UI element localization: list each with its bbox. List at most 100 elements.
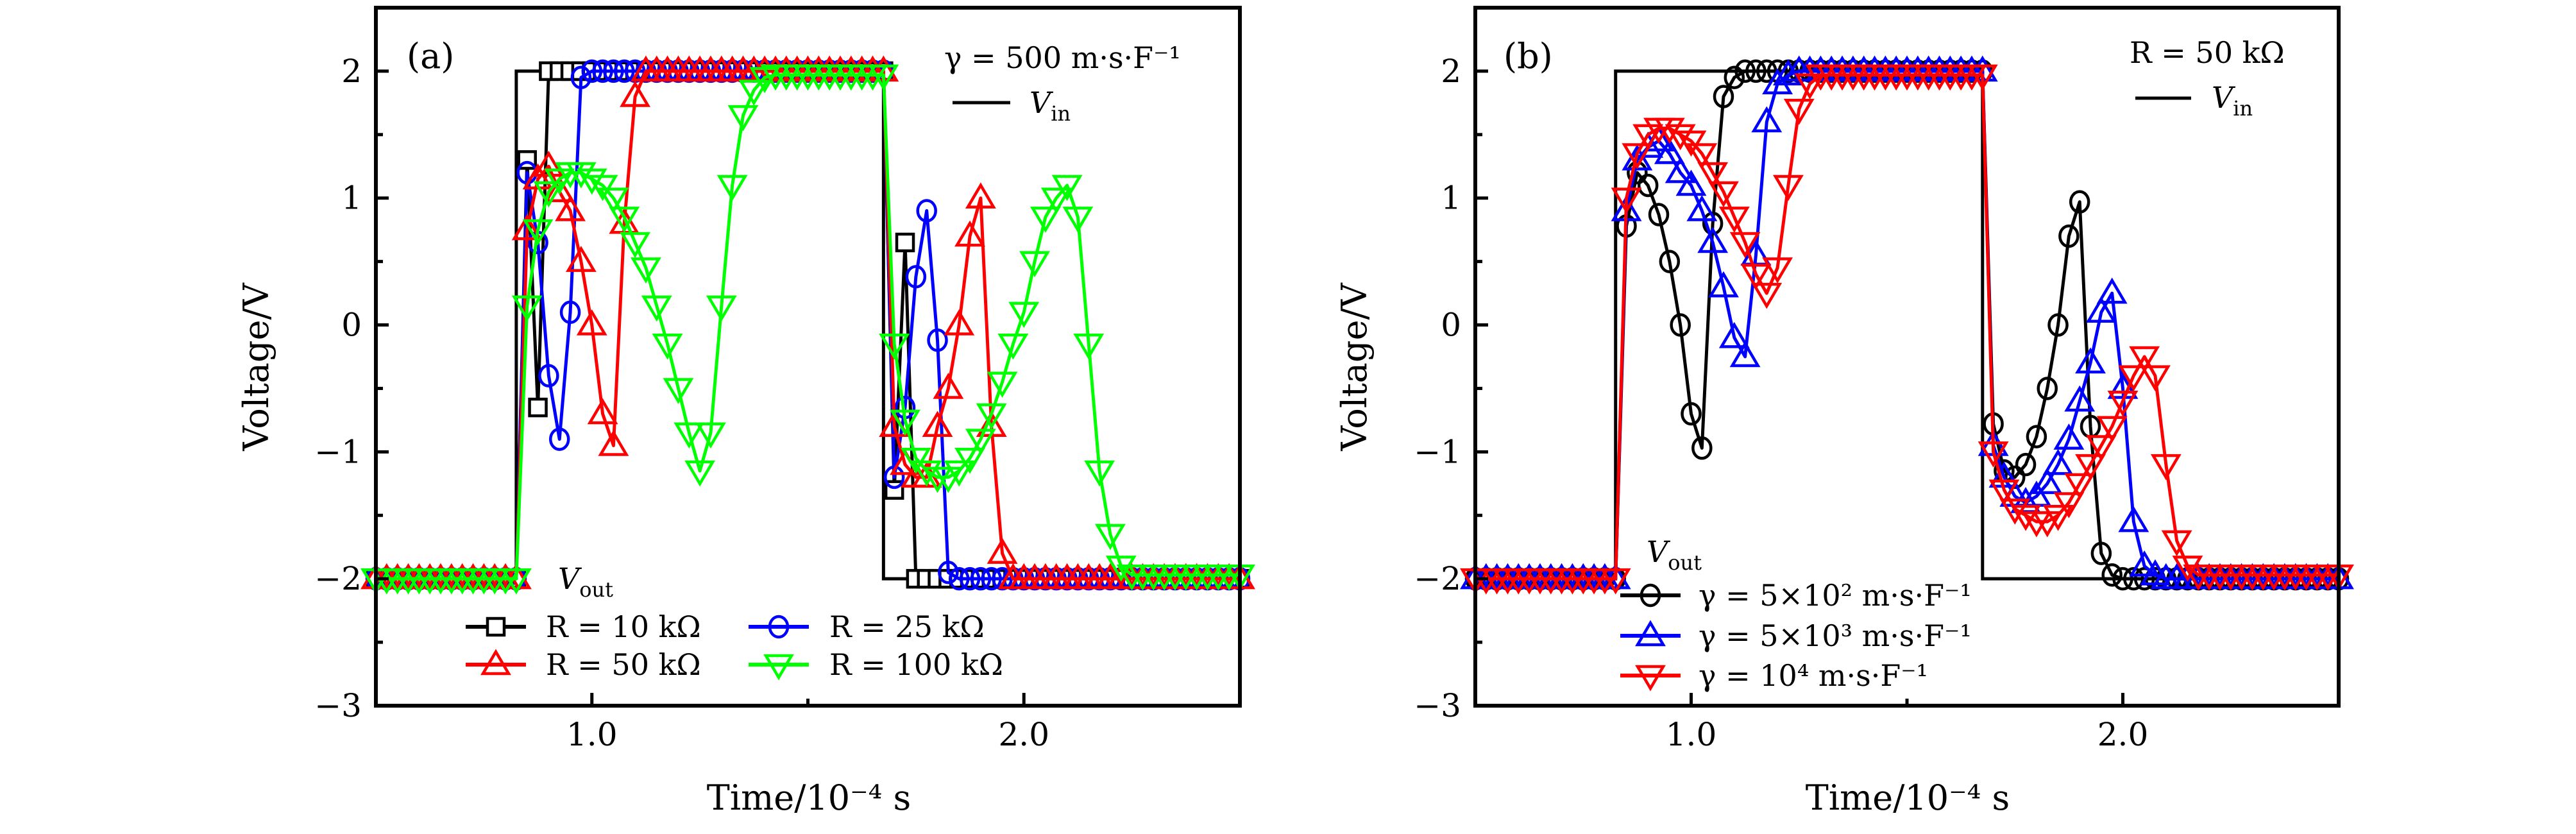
- data-point: [2053, 423, 2085, 450]
- series-line: [376, 69, 1240, 581]
- vin-line: [1475, 69, 2339, 581]
- data-point: [1654, 117, 1685, 144]
- plot-area: [1460, 55, 2354, 595]
- data-point: [2075, 347, 2106, 374]
- legend-label: R = 100 kΩ: [829, 647, 1003, 682]
- data-point: [948, 566, 970, 591]
- data-point: [614, 59, 635, 83]
- data-point: [2026, 425, 2047, 448]
- series-line: [1475, 73, 2339, 581]
- data-point: [1654, 138, 1685, 164]
- axes-frame: [374, 6, 1242, 708]
- data-point: [716, 174, 748, 201]
- data-point: [2031, 468, 2063, 495]
- legend-label: R = 50 kΩ: [546, 647, 701, 682]
- y-tick-label: −2: [1414, 560, 1461, 597]
- y-tick-label: 1: [1441, 180, 1461, 217]
- data-point: [1999, 498, 2031, 525]
- x-tick-label: 1.0: [566, 716, 618, 753]
- data-point: [511, 295, 543, 322]
- data-point: [2085, 435, 2117, 461]
- legend-marker-triangle-up: [1635, 620, 1666, 647]
- data-point: [1030, 207, 1061, 233]
- data-point: [1073, 333, 1105, 360]
- data-point: [620, 232, 651, 259]
- data-point: [559, 300, 581, 325]
- data-point: [738, 80, 770, 106]
- data-point: [2090, 541, 2112, 565]
- series-triangle-up-blue: [1460, 55, 2354, 590]
- data-point: [1681, 402, 1702, 426]
- data-point: [1611, 187, 1642, 214]
- panel-b: (b) R = 50 kΩ Vin Vout γ = 5×10² m·s·F⁻¹…: [1334, 6, 2354, 818]
- data-point: [1008, 302, 1040, 328]
- data-point: [1095, 523, 1126, 550]
- data-point: [1648, 203, 1670, 226]
- data-point: [1718, 207, 1750, 233]
- data-point: [2042, 448, 2074, 475]
- y-tick-label: 2: [341, 53, 362, 90]
- data-point: [1686, 143, 1718, 169]
- data-point: [2053, 492, 2085, 518]
- data-point: [684, 460, 716, 487]
- data-point: [1740, 264, 1772, 290]
- x-tick-label: 2.0: [2097, 716, 2149, 753]
- data-point: [2101, 563, 2123, 587]
- data-point: [2118, 365, 2149, 392]
- data-point: [1675, 130, 1707, 157]
- data-point: [1751, 282, 1783, 309]
- vout-label: Vout: [1647, 534, 1702, 575]
- data-point: [900, 448, 931, 474]
- panel-label: (b): [1504, 36, 1553, 76]
- data-point: [959, 566, 981, 591]
- data-point: [1670, 313, 1691, 337]
- series-line: [376, 73, 1240, 581]
- data-point: [565, 246, 597, 272]
- legend-label: R = 25 kΩ: [829, 609, 985, 644]
- data-point: [2096, 277, 2128, 304]
- data-point: [1637, 173, 1659, 198]
- data-point: [1697, 162, 1729, 189]
- x-axis-label: Time/10⁻⁴ s: [707, 778, 911, 818]
- data-point: [944, 460, 975, 487]
- vout-label: Vout: [558, 561, 613, 602]
- data-point: [2129, 550, 2160, 577]
- data-point: [2010, 505, 2042, 531]
- data-point: [1783, 99, 1815, 125]
- data-point: [576, 168, 607, 195]
- data-point: [965, 182, 996, 208]
- data-point: [2064, 473, 2096, 500]
- legend-entry: R = 25 kΩ: [749, 609, 985, 644]
- data-point: [570, 65, 592, 90]
- series-line: [1475, 69, 2339, 581]
- legend-label: R = 10 kΩ: [546, 609, 701, 644]
- data-point: [927, 328, 948, 352]
- data-point: [1622, 143, 1653, 169]
- data-point: [538, 364, 559, 387]
- data-point: [987, 371, 1018, 398]
- data-point: [1762, 257, 1793, 284]
- data-point: [706, 295, 737, 322]
- legend-entry: γ = 5×10² m·s·F⁻¹: [1620, 578, 1972, 613]
- data-point: [528, 397, 548, 418]
- data-point: [1794, 73, 1826, 100]
- data-point: [954, 448, 985, 474]
- data-point: [916, 199, 937, 223]
- data-point: [1675, 169, 1707, 196]
- data-point: [879, 333, 910, 360]
- data-point: [2096, 416, 2128, 443]
- y-tick-label: −3: [1414, 687, 1461, 724]
- data-point: [641, 295, 672, 322]
- x-axis-label: Time/10⁻⁴ s: [1806, 778, 2010, 818]
- data-point: [544, 176, 575, 203]
- data-point: [1988, 479, 2020, 506]
- gamma-annotation: γ = 500 m·s·F⁻¹: [944, 40, 1181, 75]
- data-point: [576, 309, 607, 336]
- series-circle-blue: [365, 59, 1251, 591]
- data-point: [522, 219, 554, 246]
- series-line: [376, 69, 1240, 581]
- x-tick-label: 1.0: [1666, 716, 1717, 753]
- y-tick-label: −1: [314, 433, 362, 470]
- data-point: [2069, 190, 2090, 214]
- data-point: [598, 187, 629, 214]
